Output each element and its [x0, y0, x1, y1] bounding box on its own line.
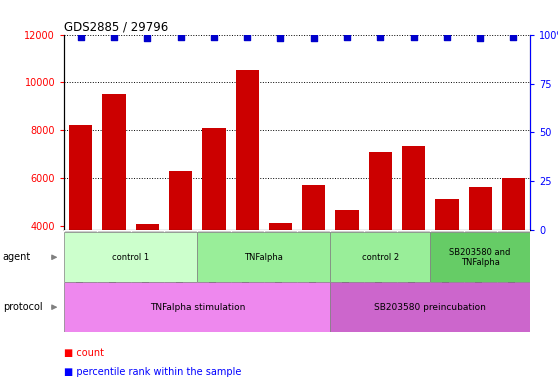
Point: [376, 33, 385, 40]
Point: [343, 33, 352, 40]
Bar: [464, 230, 497, 307]
Point: [176, 33, 185, 40]
Text: GSM189817: GSM189817: [376, 246, 385, 292]
Text: TNFalpha: TNFalpha: [244, 253, 283, 262]
Bar: [302, 185, 325, 321]
Bar: [164, 230, 198, 307]
Bar: [430, 230, 464, 307]
Bar: [131, 230, 164, 307]
Bar: [69, 125, 93, 321]
Text: GSM189813: GSM189813: [176, 246, 185, 292]
Text: GSM189819: GSM189819: [409, 246, 418, 292]
Text: ■ percentile rank within the sample: ■ percentile rank within the sample: [64, 367, 242, 377]
Bar: [198, 230, 230, 307]
Bar: [397, 230, 430, 307]
Point: [243, 33, 252, 40]
Point: [143, 35, 152, 41]
Text: TNFalpha stimulation: TNFalpha stimulation: [150, 303, 245, 312]
Text: GSM189811: GSM189811: [143, 246, 152, 292]
Text: control 2: control 2: [362, 253, 399, 262]
Bar: [330, 230, 364, 307]
Bar: [203, 128, 225, 321]
Text: control 1: control 1: [112, 253, 150, 262]
Bar: [430, 232, 530, 282]
Text: ■ count: ■ count: [64, 348, 104, 358]
Point: [409, 33, 418, 40]
Bar: [230, 230, 264, 307]
Text: GSM189809: GSM189809: [109, 246, 119, 292]
Bar: [335, 210, 359, 321]
Point: [442, 33, 451, 40]
Bar: [364, 230, 397, 307]
Text: GDS2885 / 29796: GDS2885 / 29796: [64, 20, 169, 33]
Bar: [369, 152, 392, 321]
Bar: [435, 199, 459, 321]
Bar: [169, 171, 193, 321]
Bar: [64, 230, 98, 307]
Text: GSM189816: GSM189816: [475, 246, 485, 292]
Bar: [469, 187, 492, 321]
Bar: [264, 230, 297, 307]
Point: [309, 35, 318, 41]
Bar: [297, 230, 330, 307]
Bar: [136, 224, 159, 321]
Text: GSM189815: GSM189815: [343, 246, 352, 292]
Bar: [235, 70, 259, 321]
Text: GSM189814: GSM189814: [442, 246, 451, 292]
Point: [209, 33, 218, 40]
Text: protocol: protocol: [3, 302, 42, 312]
Point: [276, 35, 285, 41]
Bar: [330, 232, 430, 282]
Bar: [64, 282, 330, 332]
Text: GSM189806: GSM189806: [209, 246, 218, 292]
Point: [509, 33, 518, 40]
Bar: [198, 232, 330, 282]
Bar: [98, 230, 131, 307]
Text: GSM189818: GSM189818: [509, 246, 518, 292]
Bar: [402, 146, 425, 321]
Text: SB203580 preincubation: SB203580 preincubation: [374, 303, 486, 312]
Point: [76, 33, 85, 40]
Bar: [269, 223, 292, 321]
Text: GSM189807: GSM189807: [76, 246, 85, 292]
Bar: [330, 282, 530, 332]
Bar: [502, 178, 525, 321]
Point: [109, 33, 118, 40]
Bar: [497, 230, 530, 307]
Bar: [64, 232, 198, 282]
Point: [476, 35, 485, 41]
Bar: [103, 94, 126, 321]
Text: SB203580 and
TNFalpha: SB203580 and TNFalpha: [450, 248, 511, 267]
Text: GSM189812: GSM189812: [309, 246, 318, 292]
Text: GSM189808: GSM189808: [243, 246, 252, 292]
Text: agent: agent: [3, 252, 31, 262]
Text: GSM189810: GSM189810: [276, 246, 285, 292]
